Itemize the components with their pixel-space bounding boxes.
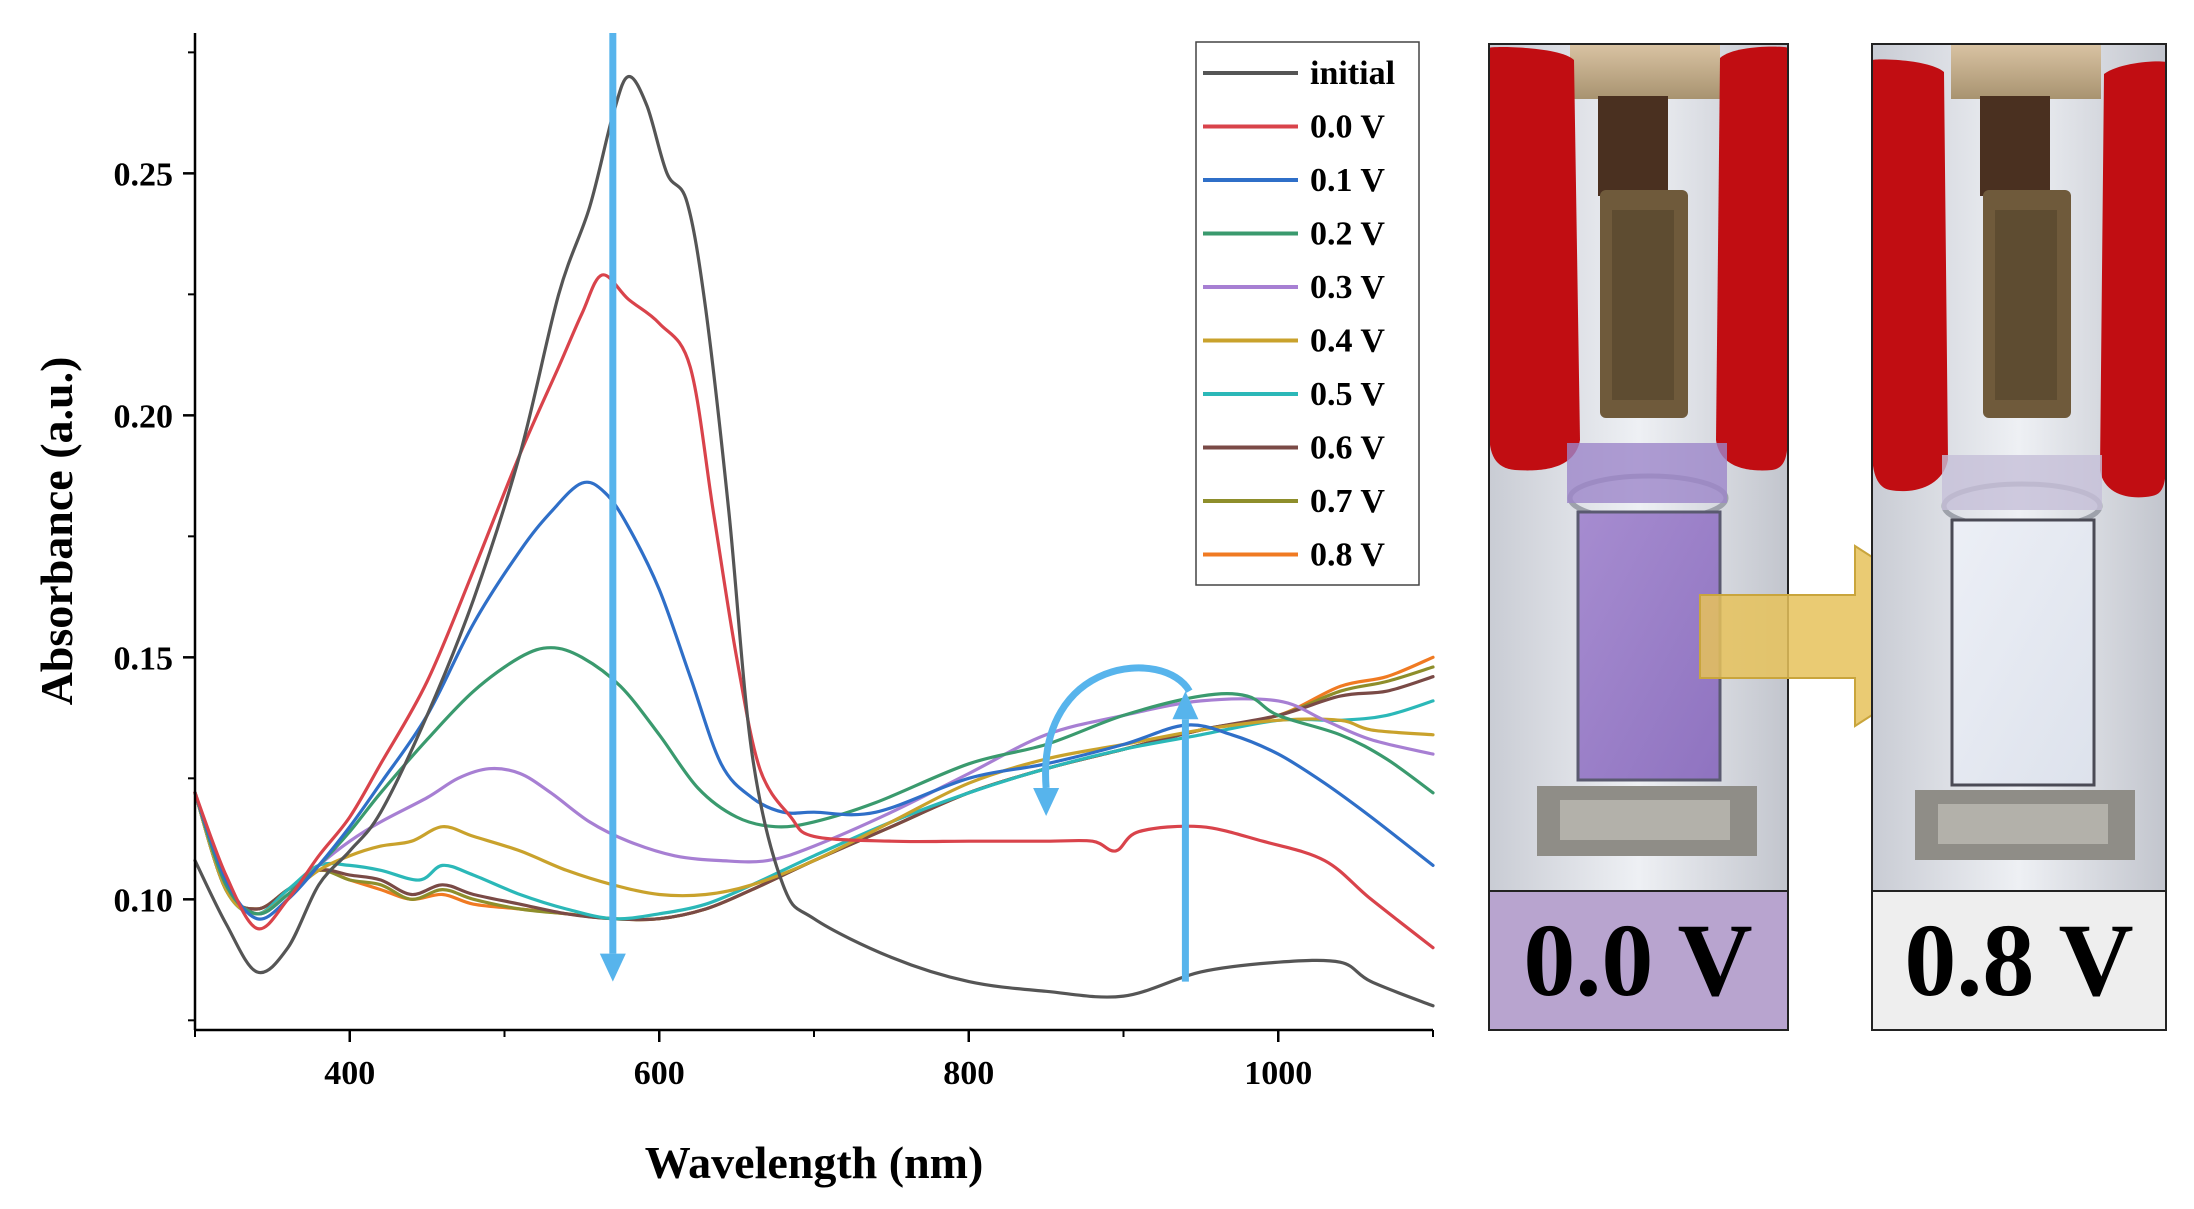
series-line-0-2-v [193, 646, 1435, 916]
y-axis-title: Absorbance (a.u.) [31, 357, 82, 706]
x-axis-title: Wavelength (nm) [645, 1137, 984, 1188]
legend-label: 0.5 V [1310, 376, 1385, 413]
y-tick-label: 0.15 [114, 640, 174, 677]
x-tick-label: 800 [943, 1055, 994, 1092]
legend-label: 0.6 V [1310, 430, 1385, 467]
series-line-0-0-v [193, 273, 1435, 950]
left-voltage-label-box [1488, 890, 1789, 1031]
y-tick-label: 0.10 [114, 882, 174, 919]
right-voltage-label-box [1871, 890, 2167, 1031]
right-voltage-label: 0.8 V [1904, 903, 2133, 1018]
y-tick-label: 0.20 [114, 398, 174, 435]
x-tick-label: 400 [324, 1055, 375, 1092]
legend-label: 0.1 V [1310, 162, 1385, 199]
legend: initial 0.0 V 0.1 V 0.2 V 0.3 V 0.4 V 0.5 V 0.6… [1195, 41, 1420, 586]
chart-annotations [599, 33, 1199, 982]
legend-label: 0.3 V [1310, 269, 1385, 306]
y-axis-ticks: 0.10 0.15 0.20 0.25 [114, 51, 195, 1022]
left-voltage-label: 0.0 V [1523, 903, 1752, 1018]
x-tick-label: 1000 [1244, 1055, 1312, 1092]
y-tick-label: 0.25 [114, 156, 174, 193]
curved-shift-arrow [1042, 664, 1193, 789]
legend-label: 0.4 V [1310, 323, 1385, 360]
legend-label: initial [1310, 55, 1395, 92]
x-tick-label: 600 [634, 1055, 685, 1092]
cuvette-photo-0v: 0.0 V [1488, 43, 1789, 1031]
legend-label: 0.0 V [1310, 109, 1385, 146]
legend-box [1195, 41, 1420, 586]
legend-label: 0.8 V [1310, 537, 1385, 574]
curved-shift-arrowhead [1033, 788, 1060, 817]
absorbance-chart: 0.10 0.15 0.20 0.25 400 600 800 1000 Absorbanc… [31, 33, 1435, 1188]
series-line-initial [193, 74, 1435, 1008]
legend-label: 0.2 V [1310, 216, 1385, 253]
increase-arrowhead [1172, 691, 1199, 720]
cuvette-photo-08v: 0.8 V [1871, 43, 2167, 1031]
x-axis-ticks: 400 600 800 1000 [194, 1030, 1434, 1092]
decrease-arrowhead [599, 953, 626, 982]
legend-label: 0.7 V [1310, 483, 1385, 520]
